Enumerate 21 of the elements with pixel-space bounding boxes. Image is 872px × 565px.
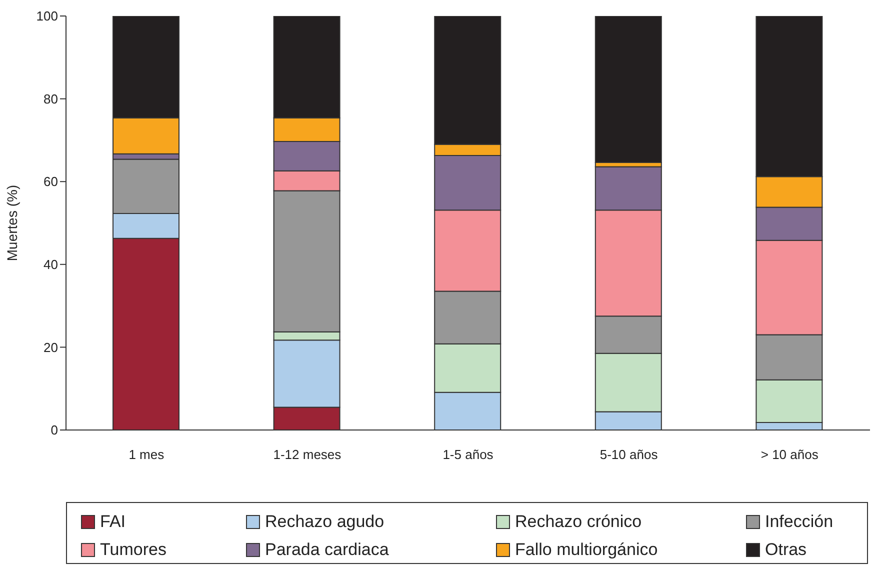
x-tick-label: 5-10 años [600,447,658,462]
x-tick-label: > 10 años [760,447,819,462]
x-tick-label: 1-5 años [442,447,494,462]
legend-label: Tumores [100,540,166,560]
legend-label: Rechazo agudo [265,512,384,532]
y-tick-label: 40 [44,257,58,272]
legend-label: Rechazo crónico [515,512,642,532]
y-tick-label: 60 [44,174,58,190]
legend-label: Otras [765,540,807,560]
y-axis-title: Muertes (%) [4,184,20,262]
legend-label: FAI [100,512,126,532]
y-tick-label: 100 [36,8,58,24]
x-tick-label: 1-12 meses [273,447,342,462]
bar [594,16,662,164]
legend-label: Fallo multiorgánico [515,540,658,560]
y-tick-label: 20 [44,340,58,355]
legend-label: Parada cardiaca [265,540,389,560]
x-tick-label: 1 mes [128,447,165,462]
y-tick-label: 0 [50,422,58,438]
y-tick-label: 80 [44,91,58,106]
legend-label: Infección [765,512,834,532]
